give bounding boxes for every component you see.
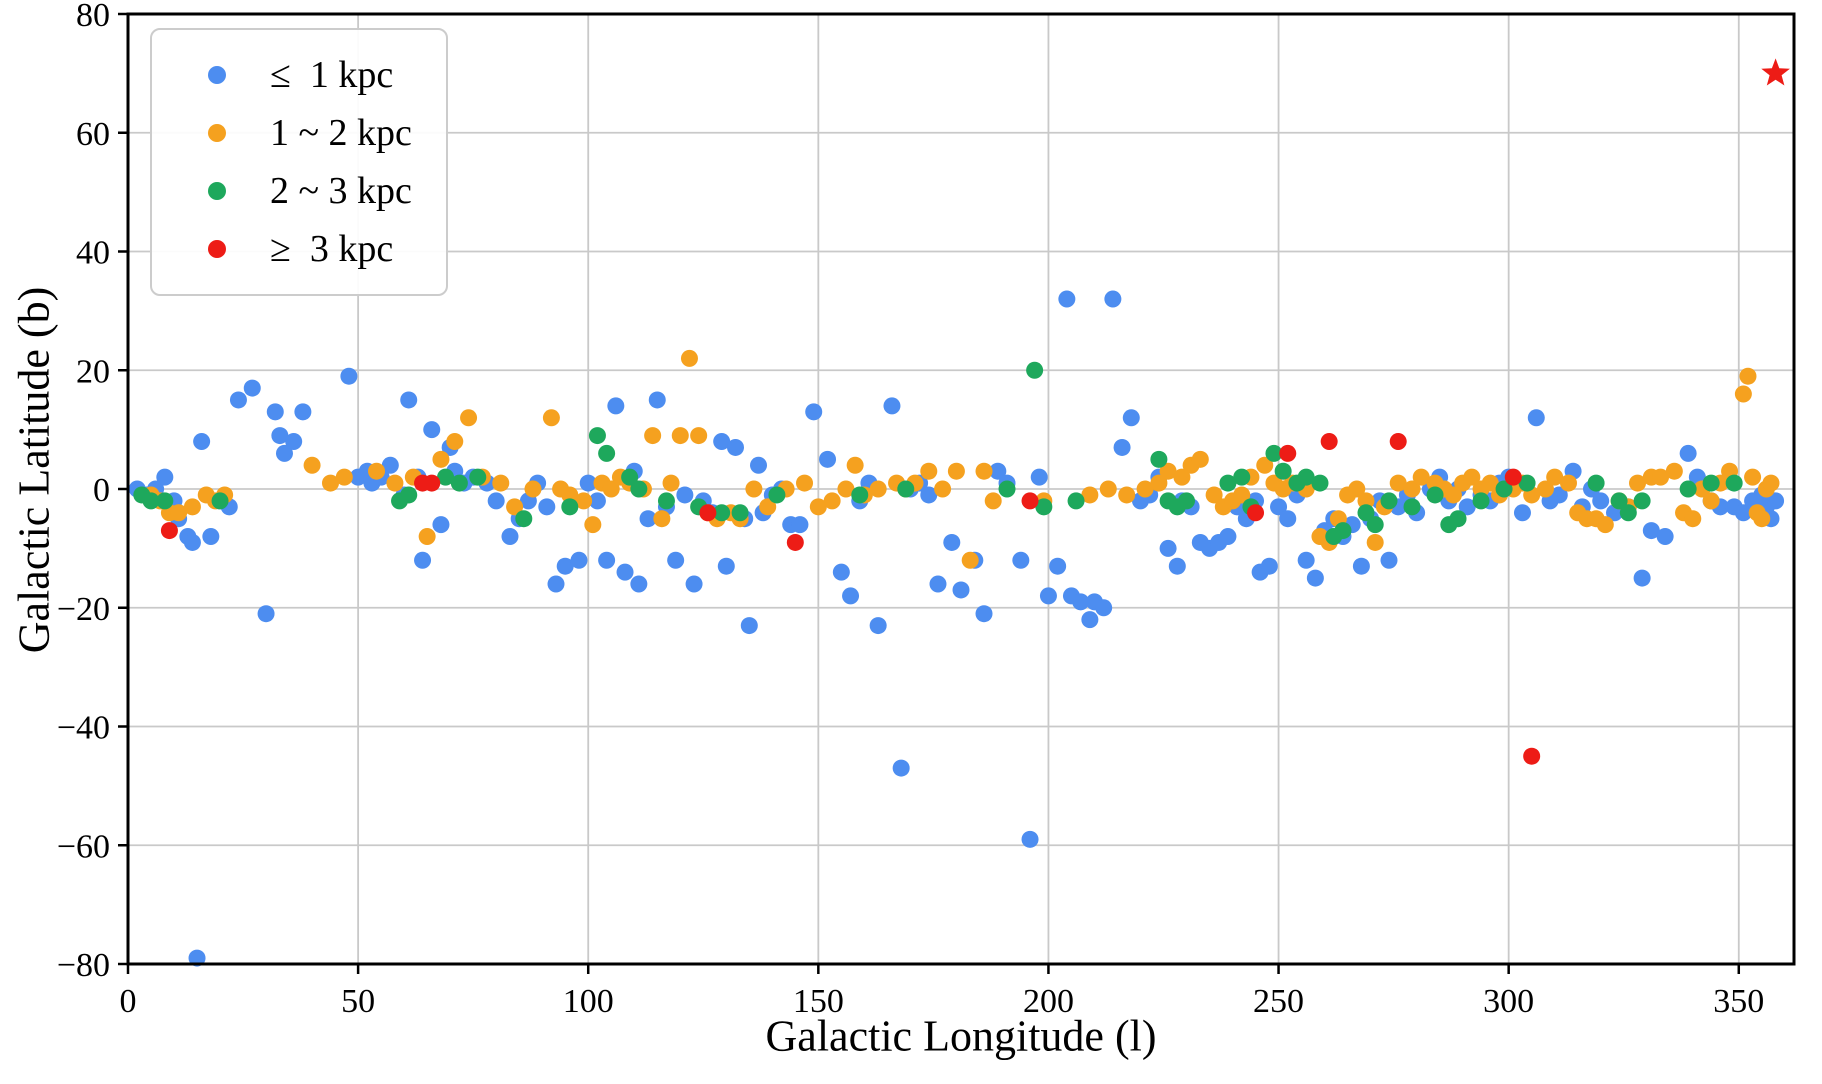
legend-item: 2 ~ 3 kpc bbox=[208, 162, 412, 220]
legend-item-label: 1 ~ 2 kpc bbox=[270, 112, 412, 154]
svg-text:60: 60 bbox=[76, 116, 110, 153]
legend: ≤ 1 kpc 1 ~ 2 kpc 2 ~ 3 kpc ≥ 3 kpc bbox=[150, 28, 448, 296]
legend-item-label: 2 ~ 3 kpc bbox=[270, 170, 412, 212]
legend-item-label: ≤ 1 kpc bbox=[270, 54, 394, 96]
svg-text:−80: −80 bbox=[57, 947, 110, 984]
legend-marker-blue-icon bbox=[208, 66, 226, 84]
legend-item: 1 ~ 2 kpc bbox=[208, 104, 412, 162]
y-axis-label: Galactic Latitude (b) bbox=[9, 286, 59, 654]
legend-item-label: ≥ 3 kpc bbox=[270, 228, 394, 270]
legend-marker-green-icon bbox=[208, 182, 226, 200]
svg-text:200: 200 bbox=[1023, 983, 1074, 1020]
legend-marker-orange-icon bbox=[208, 124, 226, 142]
svg-text:300: 300 bbox=[1483, 983, 1534, 1020]
svg-text:80: 80 bbox=[76, 0, 110, 34]
svg-text:20: 20 bbox=[76, 353, 110, 390]
svg-text:100: 100 bbox=[563, 983, 614, 1020]
legend-item: ≤ 1 kpc bbox=[208, 46, 412, 104]
svg-text:−20: −20 bbox=[57, 591, 110, 628]
svg-text:40: 40 bbox=[76, 235, 110, 272]
x-axis-label: Galactic Longitude (l) bbox=[765, 1011, 1157, 1061]
svg-text:0: 0 bbox=[120, 983, 137, 1020]
svg-text:350: 350 bbox=[1713, 983, 1764, 1020]
svg-text:−40: −40 bbox=[57, 710, 110, 747]
svg-text:−60: −60 bbox=[57, 828, 110, 865]
svg-text:250: 250 bbox=[1253, 983, 1304, 1020]
legend-item: ≥ 3 kpc bbox=[208, 220, 412, 278]
svg-text:0: 0 bbox=[93, 472, 110, 509]
svg-text:50: 50 bbox=[341, 983, 375, 1020]
svg-text:150: 150 bbox=[793, 983, 844, 1020]
legend-marker-red-icon bbox=[208, 240, 226, 258]
